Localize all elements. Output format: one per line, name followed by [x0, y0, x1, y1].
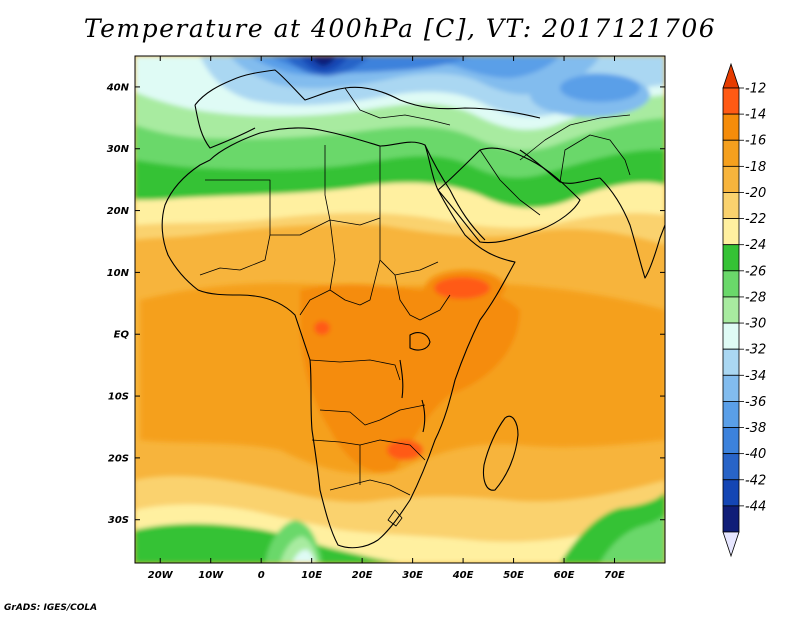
chart-title: Temperature at 400hPa [C], VT: 201712170… — [83, 14, 717, 43]
colorbar-swatch — [722, 165, 740, 193]
lon-tick-label: 0 — [258, 570, 265, 581]
colorbar-label: -30 — [745, 317, 766, 332]
plot-frame — [134, 55, 666, 564]
colorbar-swatch — [722, 244, 740, 272]
lon-tick-label: 50E — [503, 570, 524, 581]
field-band-minus44 — [310, 56, 336, 66]
red-sea-coast — [424, 144, 486, 241]
lat-tick-label: 30S — [108, 515, 129, 526]
colorbar-label: -24 — [745, 238, 766, 253]
iberia-coastline — [194, 104, 256, 149]
colorbar-swatch — [722, 270, 740, 298]
lon-tick-label: 40E — [452, 570, 474, 581]
lon-tick-label: 20E — [352, 570, 373, 581]
country-borders — [199, 87, 631, 527]
field-south-east-minus26 — [600, 514, 665, 563]
colorbar-label: -38 — [745, 421, 766, 436]
colorbar-swatch — [722, 113, 740, 141]
lat-tick-labels: 40N 30N 20N 10N EQ 10S 20S 30S — [106, 82, 665, 526]
colorbar-swatch — [722, 374, 740, 402]
colorbar-label: -36 — [745, 395, 766, 410]
colorbar-swatch — [722, 453, 740, 481]
lon-tick-labels: 20W 10W 0 10E 20E 30E 40E 50E 60E 70E — [148, 56, 625, 581]
colorbar-label: -44 — [745, 499, 766, 514]
lat-tick-label: 40N — [106, 82, 130, 93]
india-coastline — [599, 177, 665, 279]
lake-malawi — [421, 399, 426, 433]
colorbar-label: -42 — [745, 473, 766, 488]
lat-tick-label: 20N — [107, 206, 130, 217]
colorbar-swatch — [722, 401, 740, 428]
colorbar-label: -40 — [745, 447, 766, 462]
colorbar-label: -34 — [745, 369, 766, 384]
lon-tick-label: 10W — [198, 570, 224, 581]
lake-victoria — [409, 332, 431, 351]
lat-tick-label: EQ — [114, 330, 130, 341]
colorbar-swatch — [722, 322, 740, 350]
colorbar-swatch — [722, 218, 740, 246]
lon-tick-label: 10E — [301, 570, 322, 581]
colorbar-label: -12 — [745, 82, 766, 97]
lon-tick-label: 60E — [554, 570, 575, 581]
field-south-minus30 — [292, 549, 315, 563]
credit-label: GrADS: IGES/COLA — [4, 603, 98, 613]
field-core-minus14 — [300, 284, 520, 473]
colorbar-swatch — [722, 139, 740, 167]
colorbar-swatch — [722, 479, 740, 507]
colorbar-label: -28 — [745, 290, 766, 305]
colorbar-label: -26 — [745, 264, 766, 279]
madagascar-coastline — [482, 415, 519, 491]
lat-tick-label: 10S — [108, 392, 129, 403]
africa-coastline — [161, 127, 516, 549]
colorbar-label: -18 — [745, 160, 766, 175]
field-core-congo-hot — [314, 321, 330, 335]
colorbar-swatch — [722, 427, 740, 455]
colorbar-swatch — [722, 296, 740, 324]
colorbar-swatch — [722, 505, 740, 533]
europe-coastline — [194, 69, 541, 119]
temperature-field — [135, 56, 665, 563]
colorbar-swatch — [722, 192, 740, 219]
lat-tick-label: 30N — [107, 144, 130, 155]
lat-tick-label: 20S — [108, 453, 129, 464]
field-core-zambia-hot — [387, 440, 423, 460]
colorbar-top-arrow — [722, 62, 740, 89]
colorbar-label: -14 — [745, 108, 766, 123]
lon-tick-label: 20W — [148, 570, 174, 581]
colorbar-label: -22 — [745, 212, 766, 227]
colorbar-label: -32 — [745, 343, 766, 358]
field-south-minus24 — [135, 523, 400, 563]
lon-tick-label: 30E — [402, 570, 423, 581]
field-patch-ne-core — [560, 74, 640, 102]
colorbar: -12 -14 -16 -18 -20 -22 -24 -26 -28 -30 -32 -34 -36 -… — [722, 62, 766, 558]
colorbar-swatch — [722, 348, 740, 376]
colorbar-swatch — [722, 87, 740, 115]
lake-tanganyika — [399, 359, 404, 399]
colorbar-bottom-arrow — [722, 531, 740, 558]
field-core-ethiopia-hot — [434, 277, 490, 299]
colorbar-label: -16 — [745, 134, 766, 149]
colorbar-label: -20 — [745, 186, 766, 201]
lon-tick-label: 70E — [604, 570, 625, 581]
lat-tick-label: 10N — [107, 268, 130, 279]
